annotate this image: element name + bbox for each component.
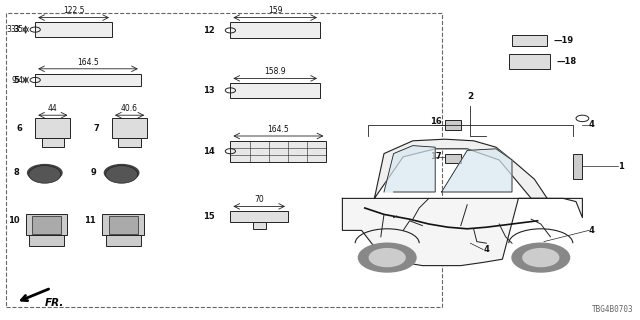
Polygon shape <box>384 146 435 192</box>
Text: 17: 17 <box>430 152 442 161</box>
Text: 159: 159 <box>268 6 282 15</box>
Text: 4: 4 <box>589 226 595 235</box>
Polygon shape <box>374 139 547 198</box>
Text: 33.5: 33.5 <box>6 25 24 34</box>
Text: 4: 4 <box>483 245 489 254</box>
Bar <box>42 138 64 147</box>
Text: —18: —18 <box>557 57 577 66</box>
Bar <box>509 54 550 69</box>
Bar <box>230 141 326 162</box>
Bar <box>230 83 320 98</box>
Circle shape <box>27 164 63 182</box>
Bar <box>109 216 138 234</box>
Bar <box>35 118 70 138</box>
Circle shape <box>104 164 140 182</box>
Bar <box>512 35 547 46</box>
Ellipse shape <box>29 166 61 183</box>
Text: 9.4: 9.4 <box>12 76 24 84</box>
Text: 164.5: 164.5 <box>77 58 99 67</box>
Bar <box>253 222 266 229</box>
Text: 164.5: 164.5 <box>268 125 289 134</box>
Text: 7: 7 <box>93 124 99 132</box>
Text: 44: 44 <box>47 104 58 113</box>
Text: 13: 13 <box>203 86 214 95</box>
Text: 6: 6 <box>17 124 22 132</box>
Text: 16: 16 <box>430 117 442 126</box>
Circle shape <box>512 243 570 272</box>
Text: 158.9: 158.9 <box>264 67 286 76</box>
Bar <box>118 138 141 147</box>
Text: 15: 15 <box>203 212 214 221</box>
Text: 10: 10 <box>8 216 19 225</box>
Text: FR.: FR. <box>45 298 64 308</box>
Text: 4: 4 <box>589 120 595 129</box>
Bar <box>445 120 461 130</box>
Bar <box>35 22 112 37</box>
Ellipse shape <box>106 166 138 183</box>
Bar <box>573 154 582 179</box>
Bar <box>6 13 442 307</box>
Bar <box>230 211 288 222</box>
Text: 11: 11 <box>84 216 96 225</box>
Bar <box>102 214 144 235</box>
Text: 12: 12 <box>203 26 214 35</box>
Bar <box>29 235 64 246</box>
Bar <box>445 154 461 163</box>
Circle shape <box>523 249 559 267</box>
Text: 8: 8 <box>13 168 19 177</box>
Bar <box>112 118 147 138</box>
Polygon shape <box>342 198 582 266</box>
Bar <box>106 235 141 246</box>
Circle shape <box>358 243 416 272</box>
Bar <box>26 214 67 235</box>
Bar <box>32 216 61 234</box>
Text: 70: 70 <box>254 195 264 204</box>
Text: 40.6: 40.6 <box>121 104 138 113</box>
Text: 1: 1 <box>618 162 623 171</box>
Text: TBG4B0703: TBG4B0703 <box>592 305 634 314</box>
Text: 5: 5 <box>13 76 19 84</box>
Text: 2: 2 <box>467 92 474 101</box>
Polygon shape <box>442 149 512 192</box>
Text: 3: 3 <box>13 25 19 34</box>
Text: —19: —19 <box>554 36 573 45</box>
Text: 9: 9 <box>90 168 96 177</box>
Text: 122.5: 122.5 <box>63 6 84 15</box>
Bar <box>230 22 320 38</box>
Circle shape <box>369 249 405 267</box>
Text: 14: 14 <box>203 147 214 156</box>
Bar <box>35 74 141 86</box>
